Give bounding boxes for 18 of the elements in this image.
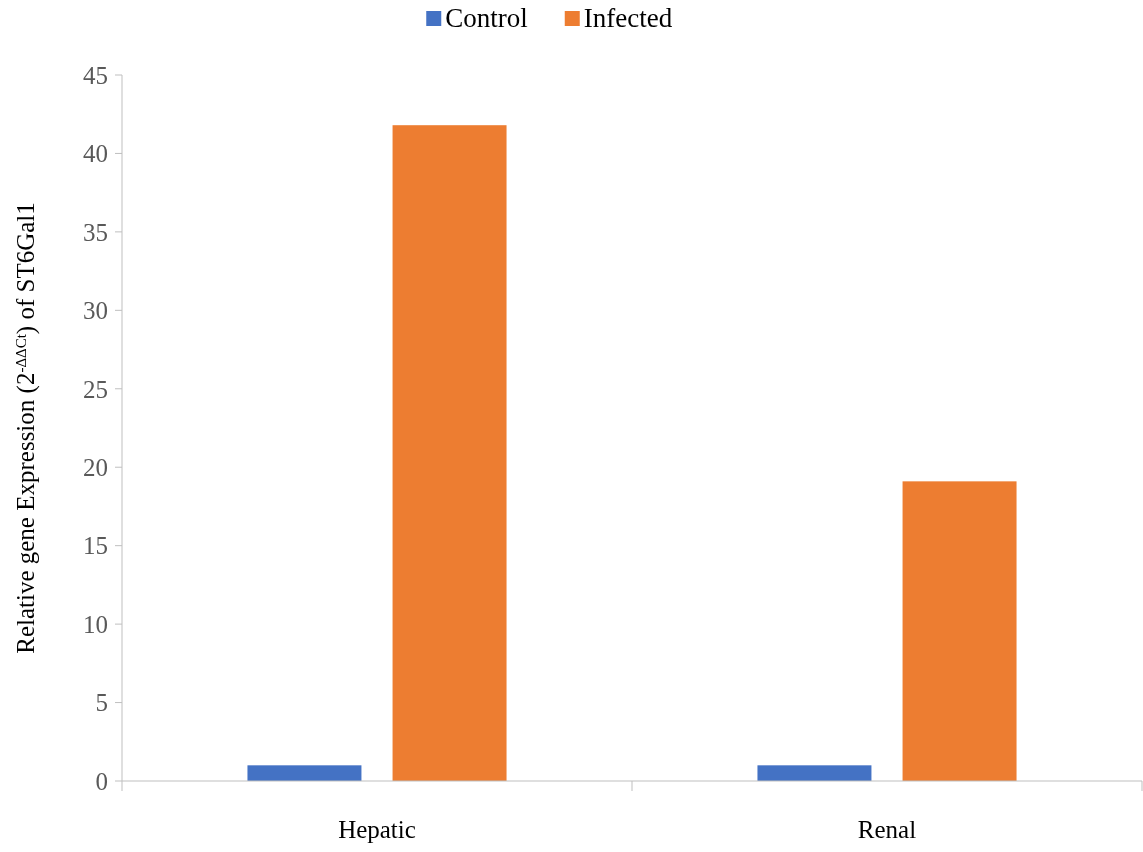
y-tick-label: 5 <box>95 689 108 717</box>
y-tick-label: 15 <box>83 532 108 560</box>
y-tick-label: 35 <box>83 218 108 246</box>
y-tick-label: 25 <box>83 375 108 403</box>
legend-label: Infected <box>583 3 673 33</box>
y-tick-label: 30 <box>83 297 108 325</box>
bar <box>247 765 362 781</box>
bar <box>757 765 872 781</box>
y-tick-label: 10 <box>83 610 108 638</box>
legend-label: Control <box>445 3 528 33</box>
y-tick-label: 20 <box>83 453 108 481</box>
y-tick-label: 0 <box>95 767 108 795</box>
bar <box>392 125 507 781</box>
x-tick-label: Renal <box>857 816 917 843</box>
y-tick-label: 45 <box>83 61 108 89</box>
y-tick-label: 40 <box>83 140 108 168</box>
x-tick-label: Hepatic <box>338 816 416 843</box>
bar <box>902 481 1017 781</box>
